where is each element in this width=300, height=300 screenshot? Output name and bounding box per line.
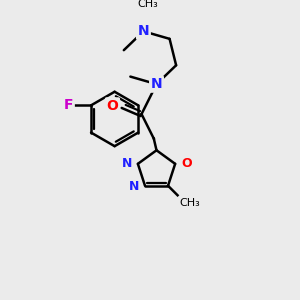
- Text: O: O: [181, 157, 192, 170]
- Text: CH₃: CH₃: [179, 198, 200, 208]
- Text: F: F: [64, 98, 73, 112]
- Text: CH₃: CH₃: [138, 0, 158, 9]
- Text: N: N: [129, 180, 139, 193]
- Text: N: N: [138, 24, 149, 38]
- Text: O: O: [106, 99, 119, 113]
- Text: N: N: [122, 157, 132, 170]
- Text: N: N: [151, 77, 162, 91]
